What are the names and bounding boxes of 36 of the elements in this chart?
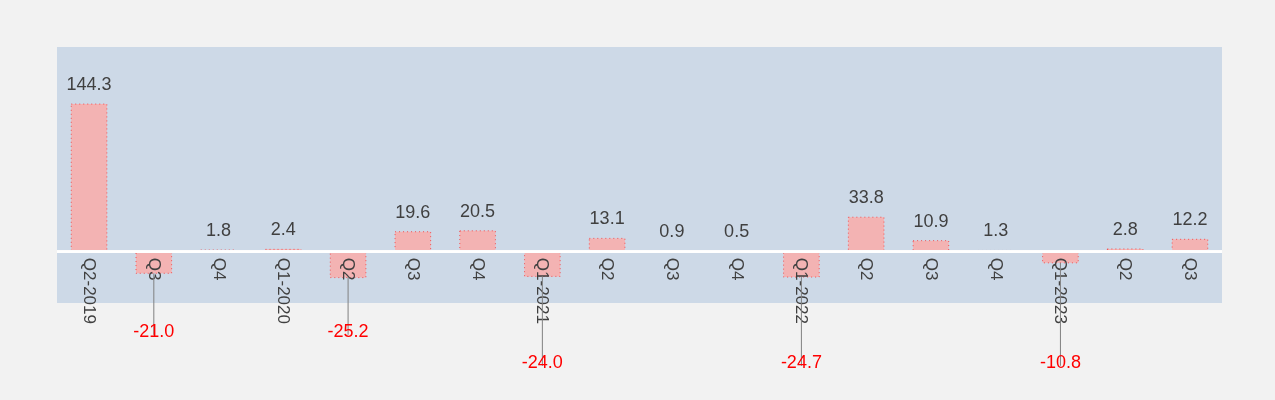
x-tick-label: Q3 bbox=[1180, 257, 1200, 281]
x-tick-label: Q4 bbox=[986, 257, 1006, 281]
data-label: 0.9 bbox=[659, 220, 685, 241]
x-tick-label: Q1-2023 bbox=[1051, 257, 1071, 324]
data-label: 33.8 bbox=[848, 187, 884, 208]
data-label: 10.9 bbox=[913, 210, 949, 231]
data-label: 12.2 bbox=[1172, 209, 1208, 230]
data-label: 2.4 bbox=[270, 219, 296, 240]
x-tick-label: Q2 bbox=[857, 257, 877, 281]
x-tick-label: Q4 bbox=[468, 257, 488, 281]
data-label: 1.8 bbox=[206, 219, 232, 240]
x-tick-label: Q3 bbox=[403, 257, 423, 281]
x-tick-label: Q1-2022 bbox=[792, 257, 812, 324]
data-label: 144.3 bbox=[66, 74, 112, 95]
x-tick-label: Q1-2020 bbox=[274, 257, 294, 324]
x-tick-label: Q4 bbox=[209, 257, 229, 281]
data-label: -25.2 bbox=[327, 320, 369, 341]
x-tick-label: Q4 bbox=[727, 257, 747, 281]
data-label: -24.7 bbox=[780, 351, 822, 372]
x-tick-label: Q3 bbox=[662, 257, 682, 281]
x-tick-label: Q3 bbox=[921, 257, 941, 281]
data-label: 2.8 bbox=[1112, 218, 1138, 239]
data-label: 0.5 bbox=[724, 221, 750, 242]
data-label: 20.5 bbox=[460, 200, 496, 221]
x-tick-label: Q2-2019 bbox=[80, 257, 100, 324]
data-label: 19.6 bbox=[395, 201, 431, 222]
data-label: 1.3 bbox=[983, 220, 1009, 241]
x-tick-label: Q2 bbox=[598, 257, 618, 281]
x-tick-label: Q3 bbox=[144, 257, 164, 281]
x-tick-label: Q1-2021 bbox=[533, 257, 553, 324]
data-label: -24.0 bbox=[521, 351, 563, 372]
x-tick-label: Q2 bbox=[1116, 257, 1136, 281]
x-tick-label: Q2 bbox=[339, 257, 359, 281]
data-label: -10.8 bbox=[1039, 351, 1081, 372]
data-label: 13.1 bbox=[589, 208, 625, 229]
data-label: -21.0 bbox=[133, 320, 175, 341]
